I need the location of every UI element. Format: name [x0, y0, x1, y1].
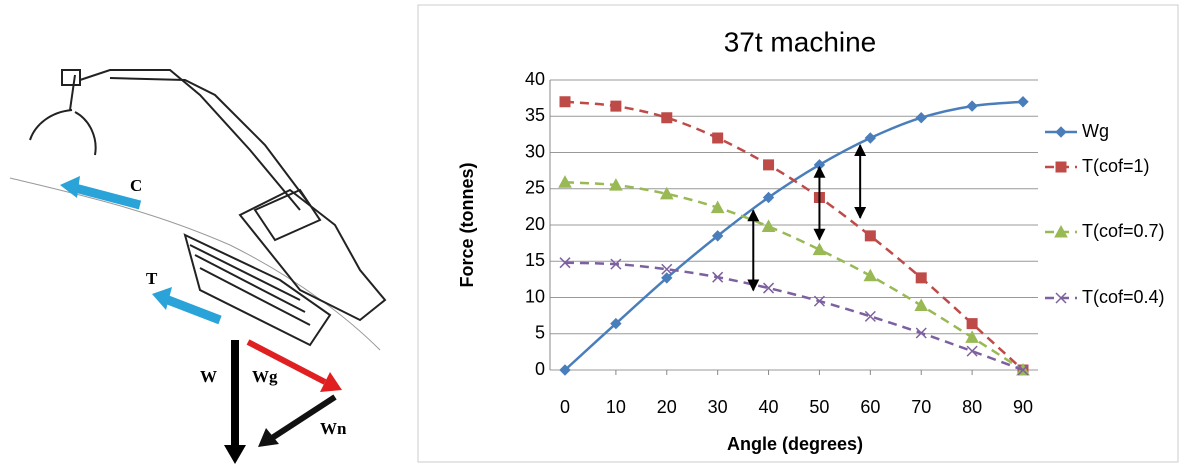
legend-label: T(cof=0.7): [1082, 221, 1165, 241]
arrow-head: [152, 287, 172, 310]
x-axis-label: Angle (degrees): [727, 434, 863, 454]
x-tick-label: 0: [560, 397, 570, 417]
data-point: [1018, 97, 1028, 107]
y-tick-label: 25: [525, 178, 545, 198]
legend-label: Wg: [1082, 121, 1109, 141]
x-tick-label: 40: [759, 397, 779, 417]
legend-label: T(cof=1): [1082, 156, 1150, 176]
data-point: [713, 133, 723, 143]
x-tick-label: 50: [809, 397, 829, 417]
x-tick-label: 70: [911, 397, 931, 417]
y-tick-label: 15: [525, 250, 545, 270]
x-tick-label: 20: [657, 397, 677, 417]
x-tick-label: 80: [962, 397, 982, 417]
label-w: W: [200, 367, 217, 386]
arrow-head: [224, 445, 246, 464]
data-point: [764, 160, 774, 170]
legend-marker: [1056, 162, 1066, 172]
page: C T W Wg Wn 37t machine Angle (degrees) …: [0, 0, 1180, 464]
x-tick-label: 30: [708, 397, 728, 417]
data-point: [916, 273, 926, 283]
label-wn: Wn: [320, 419, 347, 438]
y-tick-label: 20: [525, 214, 545, 234]
series-line: [565, 263, 1023, 370]
series-line: [565, 182, 1023, 370]
legend-label: T(cof=0.4): [1082, 287, 1165, 307]
label-t: T: [146, 269, 158, 288]
x-tick-label: 60: [860, 397, 880, 417]
data-point: [763, 220, 775, 231]
data-point: [611, 101, 621, 111]
arrow-head: [60, 176, 80, 198]
y-tick-label: 10: [525, 286, 545, 306]
arrow-t: [168, 300, 220, 320]
data-point: [865, 231, 875, 241]
legend-marker: [1056, 127, 1066, 137]
data-point: [865, 133, 875, 143]
data-point: [864, 270, 876, 281]
x-tick-label: 10: [606, 397, 626, 417]
label-c: C: [130, 176, 142, 195]
data-point: [662, 113, 672, 123]
data-point: [967, 101, 977, 111]
data-point: [967, 319, 977, 329]
force-arrows: C T W Wg Wn: [60, 176, 347, 464]
data-point: [915, 299, 927, 310]
data-point: [966, 331, 978, 342]
y-tick-label: 5: [535, 323, 545, 343]
series-line: [565, 102, 1023, 370]
x-tick-label: 90: [1013, 397, 1033, 417]
data-point: [916, 113, 926, 123]
chart-title: 37t machine: [724, 26, 877, 57]
y-tick-label: 40: [525, 69, 545, 89]
y-tick-label: 0: [535, 359, 545, 379]
label-wg: Wg: [252, 367, 278, 386]
y-axis-label: Force (tonnes): [457, 162, 477, 287]
y-tick-label: 35: [525, 105, 545, 125]
series-line: [565, 102, 1023, 370]
data-point: [560, 97, 570, 107]
data-point: [813, 244, 825, 255]
y-tick-label: 30: [525, 141, 545, 161]
